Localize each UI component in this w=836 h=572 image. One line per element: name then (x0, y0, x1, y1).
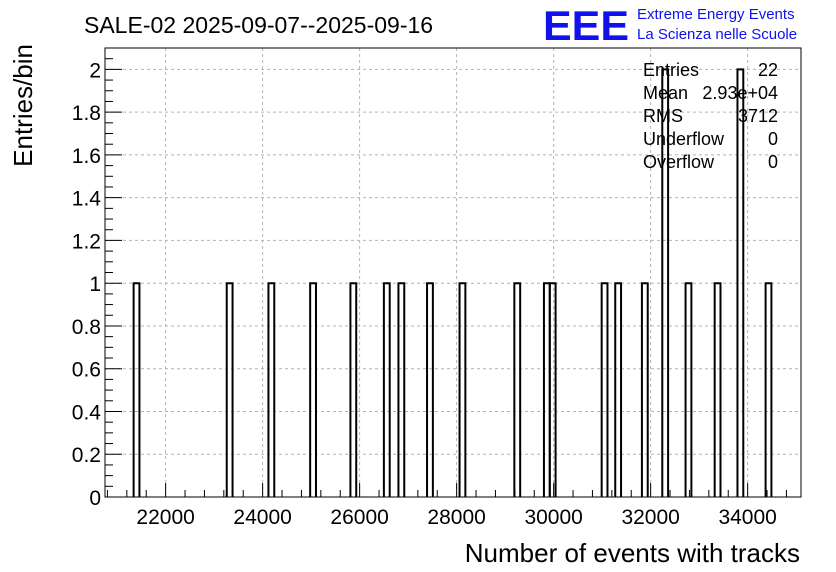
histogram-bar (548, 282, 557, 497)
axis-ticks (105, 47, 787, 498)
histogram-bar (426, 282, 434, 497)
stat-label: Mean (643, 83, 688, 103)
stat-value: 0 (768, 129, 778, 149)
x-tick-label: 28000 (427, 506, 485, 529)
y-axis-label: Entries/bin (8, 44, 38, 167)
histogram-bar (600, 282, 609, 497)
logo-line-1: Extreme Energy Events (637, 6, 795, 23)
stat-label: Underflow (643, 129, 725, 149)
y-tick-label: 1.8 (72, 102, 101, 125)
stat-value: 22 (758, 60, 778, 80)
histogram-bar (132, 282, 141, 497)
y-tick-label: 1 (89, 273, 101, 296)
x-tick-label: 32000 (621, 506, 679, 529)
x-tick-label: 34000 (718, 506, 776, 529)
histogram-bar (513, 282, 522, 497)
x-tick-label: 30000 (524, 506, 582, 529)
histogram-bar (736, 68, 745, 497)
histogram-bar (309, 282, 317, 497)
eee-logo: EEE Extreme Energy Events La Scienza nel… (543, 2, 797, 49)
histogram-bar (397, 282, 406, 497)
y-tick-label: 2 (89, 59, 101, 82)
x-tick-labels: 22000 24000 26000 28000 30000 32000 34000 (136, 506, 776, 529)
y-tick-labels: 0 0.2 0.4 0.6 0.8 1 1.2 1.4 1.6 1.8 2 (72, 59, 102, 510)
logo-letters: EEE (543, 2, 629, 49)
y-tick-label: 0.6 (72, 359, 101, 382)
histogram-bar (713, 282, 722, 497)
stat-value: 3712 (738, 106, 778, 126)
histogram-bar (684, 282, 693, 497)
y-tick-label: 0.8 (72, 316, 101, 339)
histogram-bar (661, 68, 670, 497)
histogram-bar (640, 282, 649, 497)
logo-line-2: La Scienza nelle Scuole (637, 26, 797, 43)
stat-value: 0 (768, 152, 778, 172)
chart-title: SALE-02 2025-09-07--2025-09-16 (84, 12, 433, 38)
y-tick-label: 1.2 (72, 230, 101, 253)
x-tick-label: 24000 (233, 506, 291, 529)
x-tick-label: 26000 (330, 506, 388, 529)
histogram-bars (132, 68, 773, 497)
y-tick-label: 1.4 (72, 188, 102, 211)
histogram-bar (349, 282, 358, 497)
histogram-bar (267, 282, 276, 497)
y-tick-label: 1.6 (72, 145, 101, 168)
stat-label: Overflow (643, 152, 715, 172)
x-axis-label: Number of events with tracks (465, 538, 800, 568)
stats-box: Entries 22 Mean 2.93e+04 RMS 3712 Underflow 0 Ov… (643, 60, 778, 172)
x-tick-label: 22000 (136, 506, 194, 529)
histogram-bar (225, 282, 234, 497)
y-tick-label: 0.4 (72, 401, 102, 424)
stat-label: RMS (643, 106, 683, 126)
stat-value: 2.93e+04 (702, 83, 778, 103)
y-tick-label: 0.2 (72, 444, 101, 467)
histogram-bar (382, 282, 391, 497)
histogram-bar (764, 282, 773, 497)
y-tick-label: 0 (89, 487, 101, 510)
stat-label: Entries (643, 60, 699, 80)
grid-lines (105, 48, 801, 497)
histogram-bar (458, 282, 467, 497)
histogram-bar (614, 282, 623, 497)
